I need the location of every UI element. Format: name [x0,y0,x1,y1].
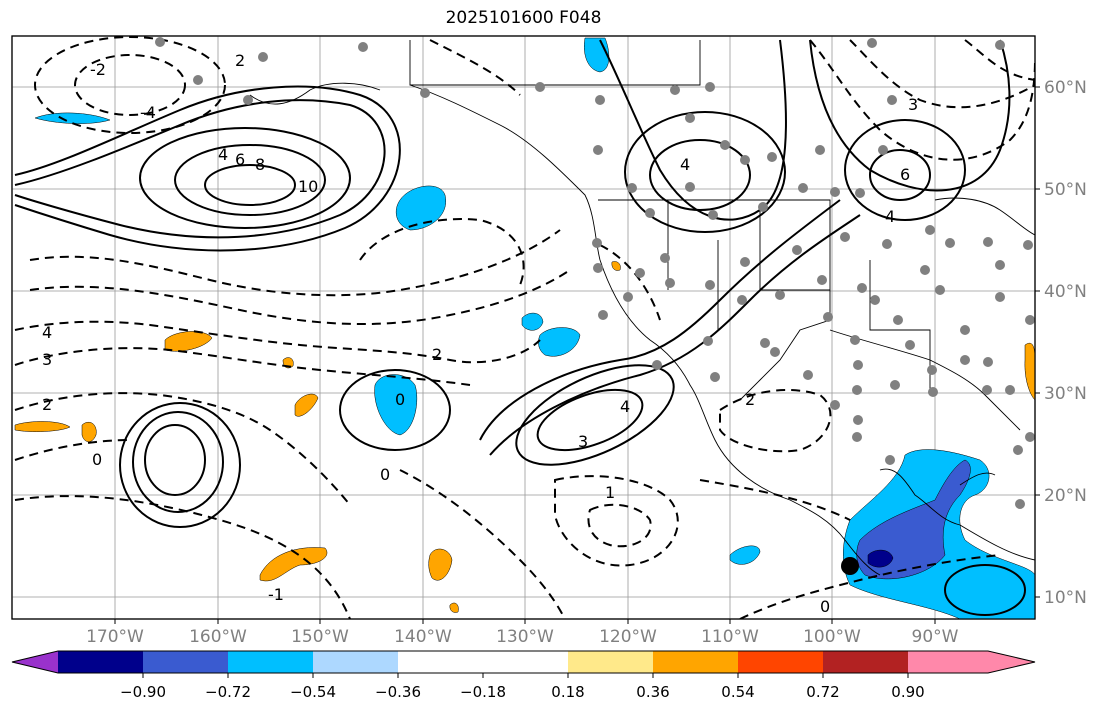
lon-label: 170°W [86,627,144,647]
contour-label: -1 [268,585,284,604]
shaded-regions [14,37,1035,619]
lon-label: 100°W [803,627,861,647]
contour-label: 4 [218,145,228,164]
colorbar-swatch [823,651,908,673]
contour-label: 6 [900,165,910,184]
lon-label: 160°W [189,627,247,647]
station-dots [155,37,1035,509]
contour-label: 10 [298,177,318,196]
storm-center-marker [841,557,859,575]
colorbar-tick-label: −0.36 [375,683,421,701]
colorbar-swatch [143,651,228,673]
lat-label: 10°N [1044,588,1087,608]
colorbar-swatch [653,651,738,673]
colorbar-swatch [228,651,313,673]
contour-label: 0 [92,450,102,469]
lon-label: 90°W [912,627,959,647]
colorbar-tick-label: −0.90 [120,683,166,701]
contour-label: 2 [745,390,755,409]
gridlines [12,36,1035,619]
colorbar-swatch [398,651,483,673]
lon-label: 120°W [599,627,657,647]
contour-label: 0 [820,597,830,616]
colorbar-tick-label: 0.36 [636,683,669,701]
lat-label: 30°N [1044,384,1087,404]
lon-label: 150°W [291,627,349,647]
dashed-contours [14,36,1035,619]
solid-contours [14,39,1026,616]
colorbar-tick-label: 0.72 [806,683,839,701]
latitude-axis: 60°N 50°N 40°N 30°N 20°N 10°N [1035,78,1087,608]
colorbar-swatch [568,651,653,673]
lat-label: 50°N [1044,180,1087,200]
colorbar-swatch [738,651,823,673]
contour-label: 2 [42,395,52,414]
lon-label: 140°W [394,627,452,647]
contour-label: 4 [885,207,895,226]
map-title: 2025101600 F048 [445,8,602,28]
coastlines [249,40,1035,576]
contour-label: 1 [605,483,615,502]
lon-label: 130°W [496,627,554,647]
colorbar-swatch [908,651,988,673]
contour-label: 3 [578,432,588,451]
colorbar-swatch [58,651,143,673]
lat-label: 20°N [1044,486,1087,506]
contour-label: 3 [42,350,52,369]
lat-label: 40°N [1044,282,1087,302]
colorbar-extend-low [12,651,58,673]
contour-labels: 4 6 8 10 2 -2 -4 4 3 2 0 0 4 3 2 1 4 6 4… [42,51,918,616]
contour-label: 8 [255,155,265,174]
contour-label: -4 [140,103,156,122]
contour-label: 2 [432,345,442,364]
colorbar-swatch [483,651,568,673]
colorbar-tick-label: 0.90 [891,683,924,701]
contour-label: 2 [235,51,245,70]
lon-label: 110°W [701,627,759,647]
colorbar-swatch [313,651,398,673]
contour-label: 4 [42,323,52,342]
colorbar-tick-label: 0.18 [551,683,584,701]
contour-label: 6 [235,150,245,169]
contour-label: 0 [395,390,405,409]
colorbar-tick-label: −0.18 [460,683,506,701]
colorbar-tick-label: −0.54 [290,683,336,701]
contour-label: -2 [90,60,106,79]
longitude-axis: 170°W 160°W 150°W 140°W 130°W 120°W 110°… [86,619,959,647]
contour-label: 0 [380,465,390,484]
contour-label: 4 [620,397,630,416]
colorbar-extend-high [988,651,1035,673]
contour-label: 4 [680,155,690,174]
colorbar-tick-label: −0.72 [205,683,251,701]
contour-label: 3 [908,95,918,114]
colorbar: −0.90 −0.72 −0.54 −0.36 −0.18 0.18 0.36 … [11,650,1036,701]
colorbar-tick-label: 0.54 [721,683,754,701]
lat-label: 60°N [1044,78,1087,98]
